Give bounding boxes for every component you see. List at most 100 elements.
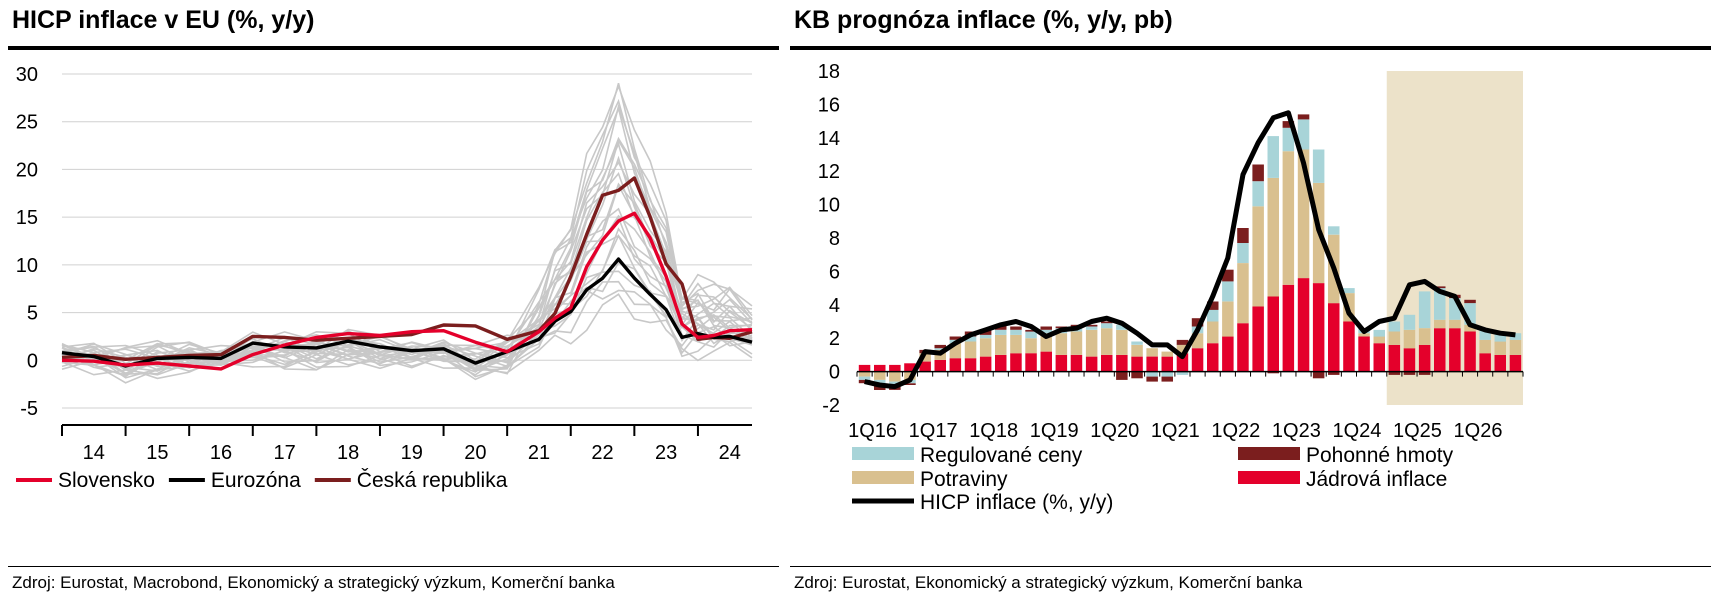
bar-segment-3 — [1312, 371, 1325, 379]
bar-segment-1 — [1267, 177, 1279, 297]
x-tick-label: 19 — [401, 442, 423, 464]
y-tick-label: 0 — [27, 350, 38, 372]
bar-segment-0 — [1237, 323, 1249, 372]
bar-segment-3 — [1025, 329, 1037, 332]
bar-segment-0 — [919, 361, 931, 372]
bar-segment-0 — [1282, 284, 1295, 372]
legend-label: Pohonné hmoty — [1306, 444, 1454, 467]
bar-segment-2 — [1312, 149, 1325, 183]
bar-segment-0 — [1343, 321, 1355, 372]
bar-segment-3 — [1282, 121, 1295, 128]
y-tick-label: 6 — [829, 261, 840, 283]
bar-segment-3 — [949, 336, 962, 340]
bar-segment-2 — [1252, 181, 1264, 207]
bar-segment-1 — [1131, 344, 1143, 357]
bar-segment-0 — [858, 364, 871, 372]
bar-segment-1 — [1479, 339, 1491, 354]
bar-segment-2 — [1343, 288, 1355, 294]
y-tick-label: 16 — [818, 94, 840, 116]
right-source-note: Zdroj: Eurostat, Ekonomický a strategick… — [794, 573, 1303, 592]
bar-segment-0 — [934, 359, 946, 372]
legend-label: Česká republika — [357, 469, 508, 492]
bar-segment-0 — [1358, 336, 1370, 372]
bar-segment-1 — [979, 338, 992, 357]
bar-segment-0 — [1509, 354, 1522, 372]
x-tick-label: 1Q24 — [1332, 420, 1381, 442]
bar-segment-3 — [1131, 371, 1143, 379]
bar-segment-2 — [1328, 226, 1340, 235]
x-tick-label: 1Q17 — [909, 420, 958, 442]
bar-segment-0 — [1116, 354, 1128, 372]
y-tick-label: 5 — [27, 303, 38, 325]
bar-segment-3 — [934, 344, 946, 349]
y-tick-label: 0 — [829, 362, 840, 384]
hicp-line — [864, 110, 1516, 390]
x-tick-label: 20 — [464, 442, 486, 464]
bar-segment-2 — [1403, 314, 1416, 330]
bar-segment-0 — [1297, 278, 1310, 372]
bar-segment-3 — [1055, 326, 1068, 329]
bar-segment-1 — [1040, 333, 1052, 352]
bar-segment-1 — [874, 371, 886, 380]
bar-segment-3 — [1191, 318, 1204, 327]
bar-segment-0 — [1403, 348, 1416, 372]
x-tick-label: 1Q21 — [1151, 420, 1200, 442]
bar-segment-3 — [1403, 371, 1416, 375]
bar-segment-0 — [889, 364, 901, 372]
x-tick-label: 1Q22 — [1211, 420, 1260, 442]
bar-segment-2 — [1085, 326, 1098, 330]
bar-segment-2 — [1267, 136, 1279, 178]
x-tick-label: 14 — [83, 442, 105, 464]
bar-segment-1 — [995, 334, 1007, 355]
y-tick-label: 14 — [818, 128, 840, 150]
bar-segment-1 — [1252, 206, 1264, 307]
bar-segment-0 — [964, 358, 977, 372]
bar-segment-2 — [1176, 371, 1189, 375]
bar-segment-0 — [949, 358, 962, 372]
legend-label: Slovensko — [58, 469, 155, 492]
bar-segment-2 — [1464, 303, 1476, 325]
bar-segment-3 — [1434, 286, 1446, 289]
bar-segment-2 — [874, 379, 886, 385]
bar-segment-2 — [1418, 291, 1431, 329]
x-tick-label: 24 — [719, 442, 741, 464]
bar-segment-3 — [1085, 324, 1098, 327]
bar-segment-2 — [995, 329, 1007, 335]
x-tick-label: 1Q16 — [848, 420, 897, 442]
bar-segment-1 — [1282, 151, 1295, 285]
right-title-rule — [790, 46, 1711, 50]
bar-segment-1 — [1055, 333, 1068, 355]
bar-segment-1 — [1494, 341, 1506, 355]
legend-swatch — [852, 447, 914, 460]
bar-segment-1 — [1403, 329, 1416, 349]
bar-segment-1 — [1025, 338, 1037, 354]
bar-segment-2 — [964, 336, 977, 342]
bar-segment-1 — [1161, 351, 1173, 357]
bar-segment-0 — [1312, 283, 1325, 372]
bar-segment-2 — [1373, 329, 1385, 337]
left-source-rule — [8, 566, 779, 567]
background-country-line — [61, 233, 753, 371]
bar-segment-1 — [1222, 301, 1234, 337]
bar-segment-0 — [1328, 303, 1340, 372]
x-tick-label: 18 — [337, 442, 359, 464]
y-tick-label: 18 — [818, 61, 840, 83]
legend-label: Regulované ceny — [920, 444, 1083, 467]
bar-segment-0 — [1070, 354, 1083, 372]
bar-segment-3 — [1176, 339, 1189, 345]
bar-segment-2 — [1207, 309, 1219, 322]
left-source-note: Zdroj: Eurostat, Macrobond, Ekonomický a… — [12, 573, 615, 592]
bar-segment-3 — [1464, 299, 1476, 304]
bar-segment-0 — [1191, 348, 1204, 372]
bar-segment-1 — [1449, 319, 1461, 329]
bar-segment-0 — [1434, 328, 1446, 372]
left-chart-title: HICP inflace v EU (%, y/y) — [12, 6, 315, 34]
bar-segment-0 — [1222, 336, 1234, 372]
bar-segment-0 — [1418, 344, 1431, 372]
y-tick-label: 30 — [16, 64, 38, 86]
bar-segment-3 — [1418, 371, 1431, 375]
bar-segment-1 — [1509, 339, 1522, 355]
bar-segment-1 — [1358, 333, 1370, 337]
y-tick-label: 12 — [818, 161, 840, 183]
y-tick-label: 4 — [829, 295, 840, 317]
